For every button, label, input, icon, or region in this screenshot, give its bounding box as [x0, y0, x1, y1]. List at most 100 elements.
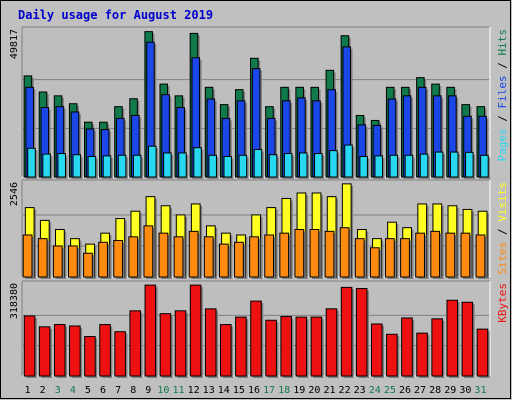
bar-kbytes	[220, 324, 232, 377]
x-tick-label: 3	[55, 385, 61, 396]
x-tick-label: 24	[369, 385, 381, 396]
bar-sites	[249, 236, 259, 278]
bar-sites	[294, 229, 305, 278]
bar-pages	[434, 151, 444, 178]
bar-sites	[143, 225, 154, 278]
x-axis-labels: 1 2 3 4 5 6 7 8 9 10 11 12 13 14 15 16 17 18 19 20 21 22 23 24 2…	[25, 385, 487, 396]
bar-pages	[344, 144, 353, 178]
x-tick-label: 29	[444, 385, 456, 396]
bar-sites	[279, 232, 290, 278]
bar-sites	[113, 239, 124, 278]
x-tick-label: 5	[85, 385, 91, 396]
x-tick-label: 31	[474, 385, 486, 396]
chart-panels: 49817 Pages / Files / Hits 2546 Sites / Vis…	[9, 26, 509, 378]
bar-sites	[324, 230, 335, 278]
x-tick-label: 18	[278, 385, 290, 396]
x-tick-label: 15	[233, 385, 245, 396]
bar-kbytes	[235, 316, 247, 377]
bar-sites	[203, 236, 214, 278]
x-tick-label: 30	[459, 385, 471, 396]
bar-kbytes	[114, 331, 126, 377]
bar-kbytes	[53, 324, 66, 377]
x-tick-label: 13	[203, 385, 215, 396]
bar-kbytes	[69, 325, 81, 377]
legend-entry: Hits	[496, 29, 509, 56]
bar-pages	[132, 154, 142, 178]
bar-pages	[57, 153, 66, 178]
bar-kbytes	[38, 326, 51, 377]
bar-sites	[445, 232, 456, 278]
bar-sites	[22, 234, 33, 278]
legend-entry: /	[496, 222, 509, 242]
bar-kbytes	[159, 313, 172, 377]
x-tick-label: 2	[40, 385, 46, 396]
bars	[23, 284, 490, 378]
bar-kbytes	[99, 324, 111, 377]
legend-entry: /	[496, 109, 509, 129]
bar-pages	[268, 154, 278, 178]
bar-sites	[218, 243, 229, 278]
bar-sites	[415, 232, 425, 278]
bar-sites	[339, 227, 350, 278]
bar-pages	[419, 153, 429, 178]
x-tick-label: 4	[70, 385, 76, 396]
y-axis-max-label: 318380	[9, 283, 20, 319]
bar-pages	[449, 151, 459, 178]
panel-hits-files-pages: 49817 Pages / Files / Hits	[9, 26, 509, 179]
bar-pages	[329, 150, 338, 178]
bar-sites	[52, 245, 63, 278]
bar-kbytes	[446, 299, 459, 377]
bar-pages	[208, 154, 217, 178]
bar-kbytes	[310, 316, 323, 377]
bar-kbytes	[325, 308, 338, 377]
bar-sites	[369, 247, 380, 278]
panel-visits-sites: 2546 Sites / Visits	[9, 179, 509, 279]
bar-sites	[400, 238, 410, 278]
bar-kbytes	[461, 301, 474, 377]
bar-kbytes	[355, 288, 368, 377]
bar-sites	[98, 241, 108, 278]
legend-entry: Pages	[496, 128, 509, 161]
x-tick-label: 16	[248, 385, 260, 396]
x-tick-label: 26	[399, 385, 411, 396]
legend-entry: Files	[496, 75, 509, 108]
panel-legend: KBytes	[496, 283, 509, 323]
bar-sites	[67, 245, 78, 278]
bars	[23, 31, 491, 179]
bar-sites	[188, 230, 199, 278]
bar-pages	[314, 153, 323, 178]
legend-entry: /	[496, 56, 509, 76]
y-axis-max-label: 49817	[9, 29, 20, 59]
bar-sites	[234, 241, 244, 278]
x-tick-label: 6	[100, 385, 106, 396]
bar-sites	[264, 234, 275, 278]
bar-kbytes	[144, 284, 157, 377]
bar-kbytes	[23, 315, 36, 377]
bar-pages	[178, 152, 187, 178]
bars	[22, 183, 489, 279]
x-tick-label: 27	[414, 385, 426, 396]
x-tick-label: 20	[308, 385, 320, 396]
bar-pages	[404, 154, 414, 178]
bar-pages	[117, 154, 127, 178]
bar-pages	[87, 155, 97, 178]
y-axis-max-label: 2546	[9, 182, 20, 206]
x-tick-label: 17	[263, 385, 275, 396]
bar-pages	[359, 155, 368, 178]
x-tick-label: 12	[188, 385, 200, 396]
bar-kbytes	[401, 317, 413, 377]
x-tick-label: 10	[157, 385, 169, 396]
bar-kbytes	[129, 310, 142, 377]
bar-kbytes	[189, 284, 202, 377]
x-tick-label: 25	[384, 385, 396, 396]
x-tick-label: 14	[218, 385, 230, 396]
bar-kbytes	[431, 318, 443, 377]
bar-pages	[102, 155, 112, 178]
bar-sites	[173, 236, 184, 278]
x-tick-label: 11	[172, 385, 184, 396]
bar-kbytes	[476, 328, 489, 377]
panel-legend: Pages / Files / Hits	[496, 29, 509, 162]
